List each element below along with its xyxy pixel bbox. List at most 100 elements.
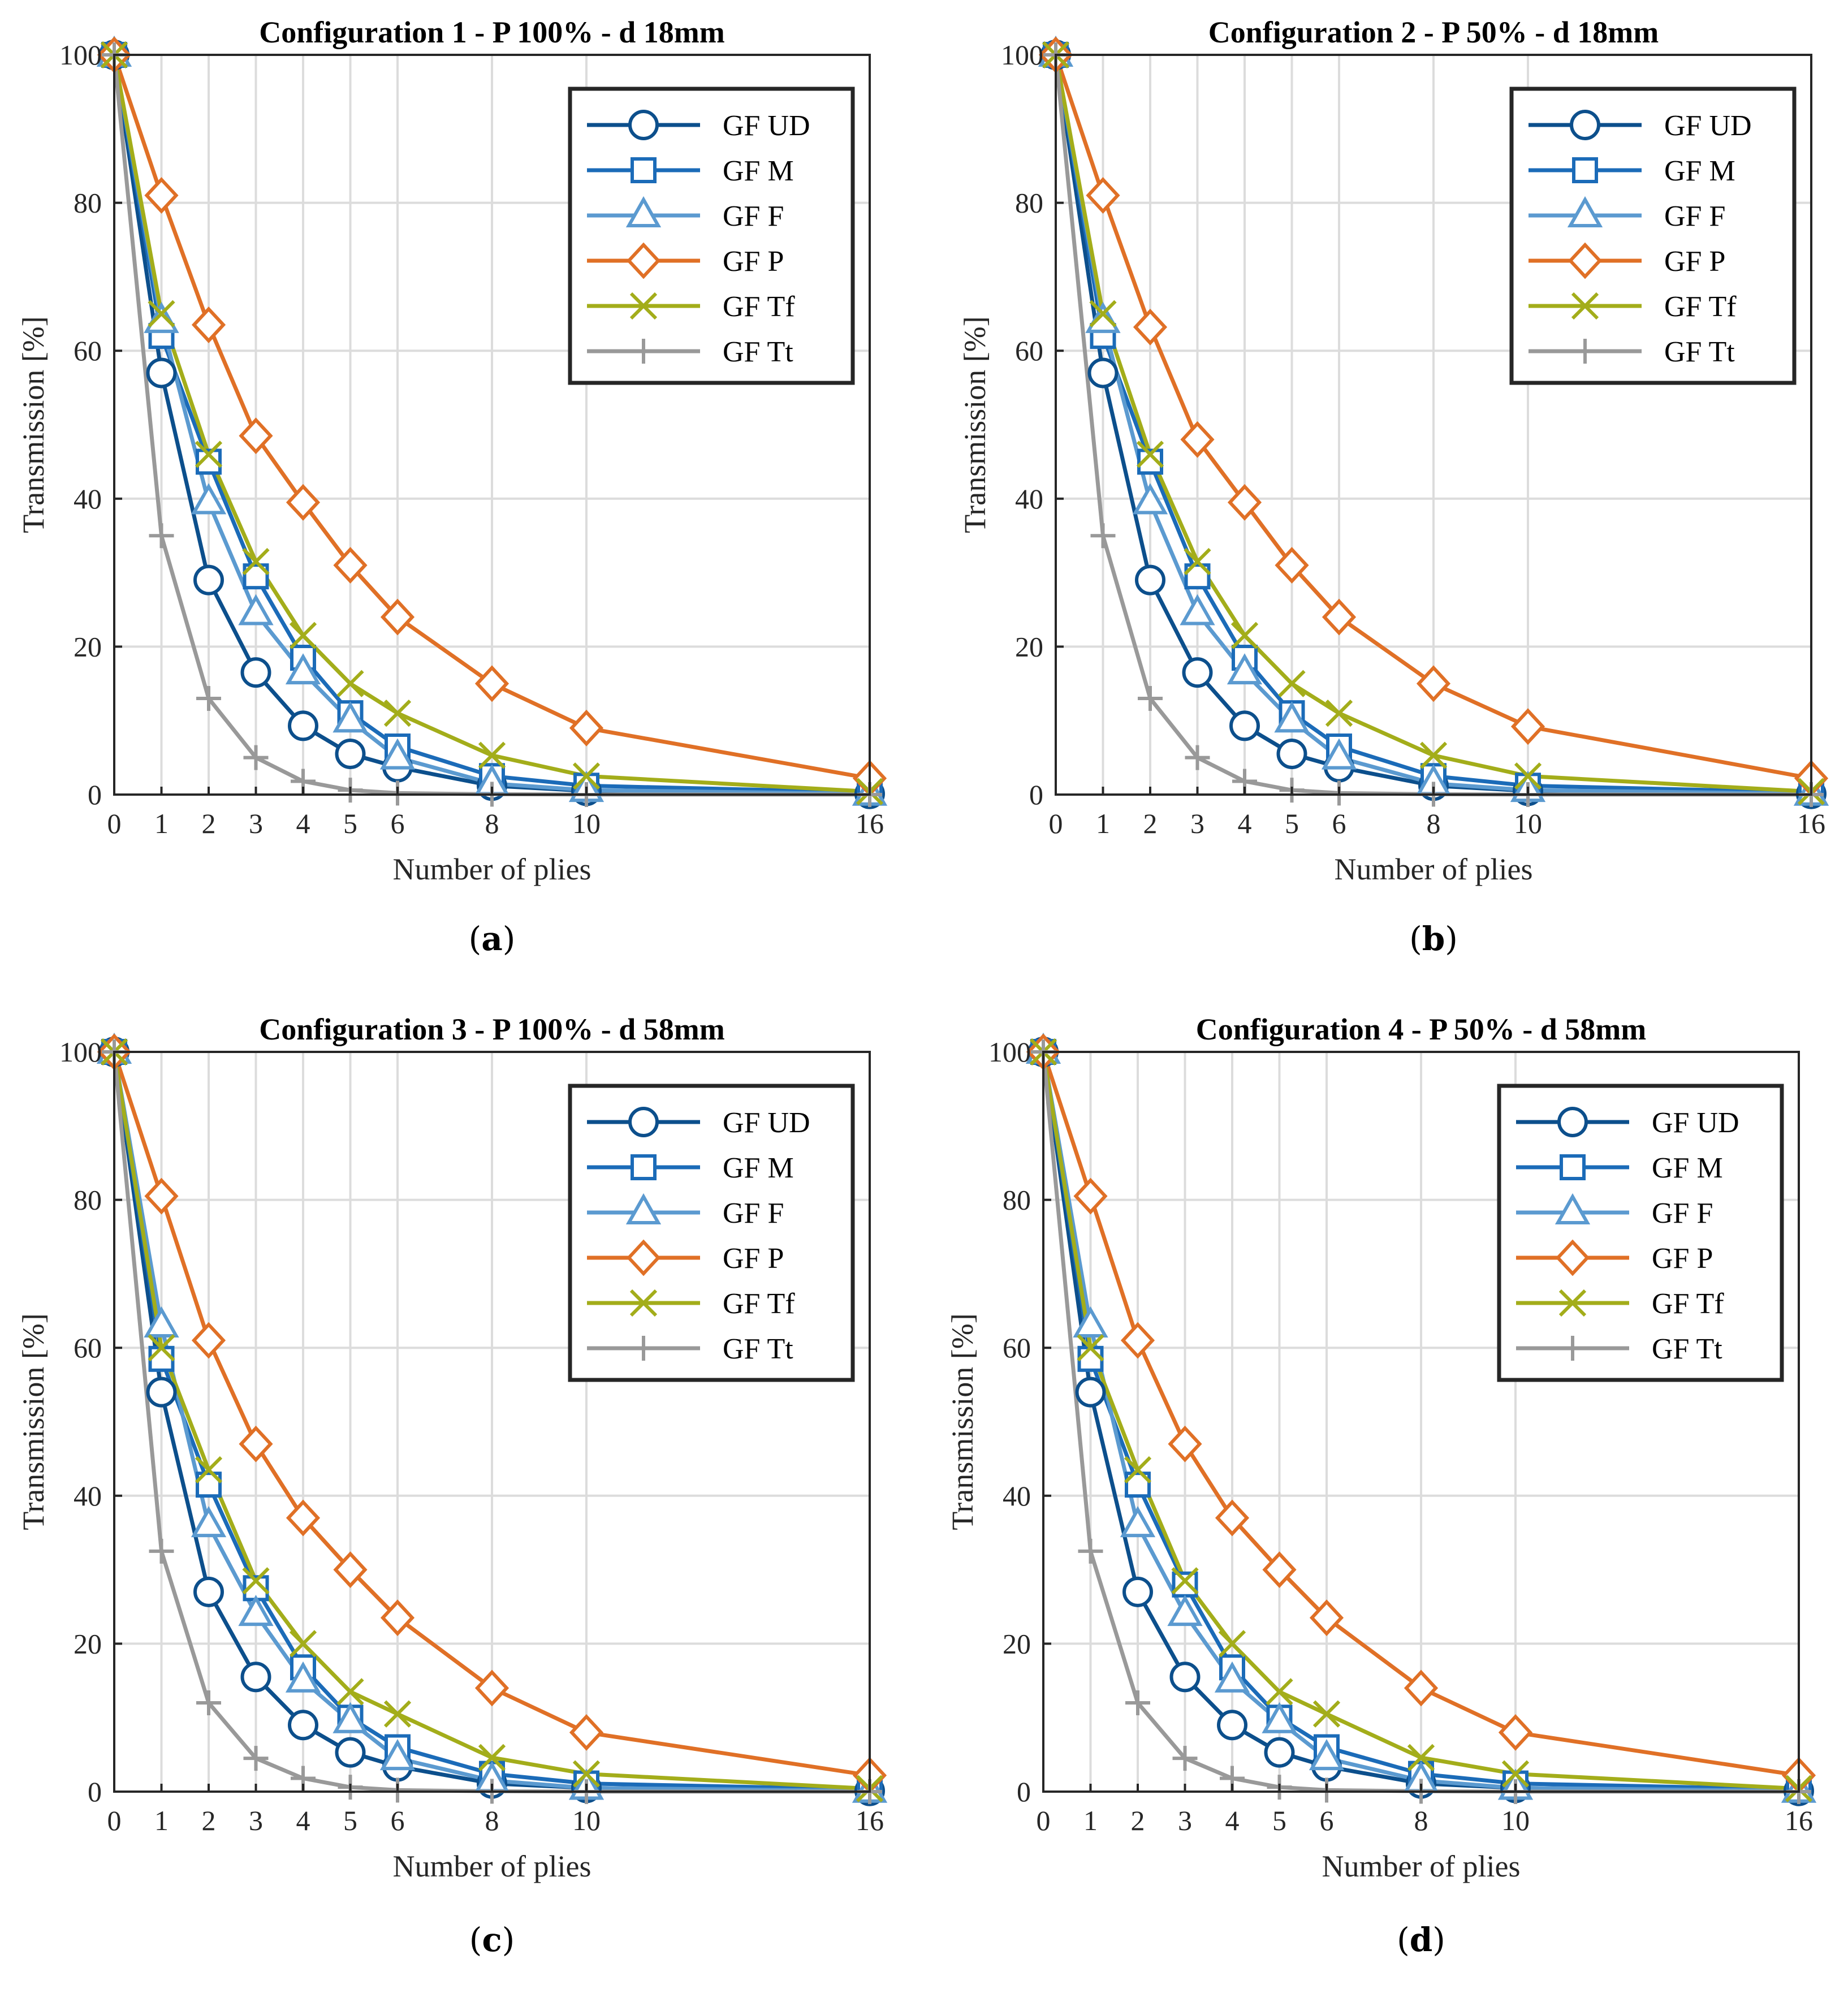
data-point-gf-tt [1138, 685, 1163, 711]
data-point-gf-ud [1182, 657, 1213, 688]
series-line-gf-f [112, 1051, 870, 1793]
x-tick-label: 3 [249, 808, 263, 839]
data-point-gf-ud [288, 710, 318, 741]
series-line-gf-f [112, 54, 870, 796]
y-tick-label: 80 [74, 1184, 102, 1216]
data-point-gf-ud [193, 1576, 224, 1607]
data-point-gf-p [286, 484, 321, 521]
legend-entry: GF Tf [1664, 291, 1737, 323]
legend-box [1497, 1084, 1784, 1382]
y-tick-label: 0 [88, 1776, 102, 1807]
data-point-gf-ud [240, 657, 271, 688]
legend-marker [628, 1107, 659, 1137]
legend-entry: GF M [723, 155, 794, 187]
legend-marker [631, 1336, 656, 1361]
data-point-gf-p [333, 1551, 368, 1589]
data-point-gf-p [144, 1177, 179, 1215]
legend-entry: GF F [1664, 200, 1725, 232]
chart-title: Configuration 2 - P 50% - d 18mm [1208, 15, 1659, 49]
data-point-gf-tt [196, 1690, 221, 1716]
data-point-gf-tf [336, 670, 364, 697]
data-point-gf-tt [1090, 523, 1116, 549]
data-point-gf-p [1498, 1714, 1533, 1751]
x-tick-label: 1 [154, 808, 169, 839]
data-point-gf-tf [1184, 547, 1211, 576]
data-point-gf-p [1133, 308, 1168, 346]
data-point-gf-ud [335, 739, 366, 770]
legend: GF UD GF M GF F GF P GF Tf GF Tt [1509, 87, 1797, 385]
data-point-gf-tf [572, 762, 601, 790]
chart-title: Configuration 4 - P 50% - d 58mm [1196, 1012, 1647, 1046]
data-point-gf-p [1322, 598, 1357, 636]
data-point-gf-p [474, 1669, 510, 1707]
data-point-gf-p [191, 307, 226, 343]
x-tick-label: 8 [485, 808, 499, 839]
legend-entry: GF F [723, 1197, 784, 1229]
data-point-gf-tf [336, 1678, 364, 1706]
x-tick-label: 16 [856, 808, 884, 839]
legend-entry: GF Tt [1664, 336, 1735, 368]
series-line-gf-p [1041, 1051, 1799, 1777]
data-point-gf-tf [1266, 1678, 1293, 1706]
data-point-gf-tf [1501, 1760, 1530, 1788]
x-tick-label: 6 [391, 1805, 405, 1836]
chart-panel-c: 0 1 2 3 4 5 6 8 10 16 0 20 40 60 80 100 Configuration 3 … [16, 1012, 888, 1959]
legend-marker [1572, 157, 1598, 183]
legend-entry: GF P [723, 245, 784, 278]
legend-marker [628, 110, 659, 140]
legend-entry: GF M [723, 1152, 794, 1184]
data-point-gf-m [1172, 1571, 1198, 1598]
data-point-gf-f [1085, 301, 1121, 333]
data-point-gf-f [238, 1594, 274, 1626]
legend-marker [629, 1289, 658, 1317]
legend-marker [1557, 1107, 1588, 1137]
data-point-gf-tf [195, 1456, 223, 1484]
data-point-gf-ud [1087, 357, 1119, 389]
data-point-gf-f [1227, 653, 1263, 685]
data-point-gf-f [1309, 1739, 1345, 1771]
data-point-gf-p [1416, 665, 1451, 702]
data-point-gf-f [191, 483, 227, 515]
data-point-gf-m [1077, 1345, 1104, 1372]
data-point-gf-f [1120, 1506, 1156, 1538]
legend-entry: GF Tt [723, 1333, 793, 1365]
y-tick-label: 20 [74, 1628, 102, 1659]
y-axis-label: Transmission [%] [945, 1313, 979, 1530]
x-tick-label: 10 [572, 1805, 601, 1836]
y-tick-label: 80 [74, 187, 102, 219]
x-tick-label: 4 [296, 808, 310, 839]
panel-label: (a) [469, 920, 516, 958]
legend-entry: GF Tf [723, 291, 795, 323]
data-point-gf-p [380, 1599, 415, 1637]
y-tick-label: 60 [1015, 335, 1043, 366]
series-line-gf-f [1041, 1051, 1799, 1793]
y-tick-label: 40 [74, 1480, 102, 1512]
data-point-gf-tf [1124, 1456, 1152, 1484]
data-point-gf-tf [1514, 762, 1542, 790]
legend-marker [625, 1193, 662, 1224]
data-point-gf-f [285, 653, 321, 685]
x-tick-label: 2 [1131, 1805, 1145, 1836]
y-axis-label: Transmission [%] [958, 316, 992, 533]
x-tick-label: 2 [1143, 808, 1158, 839]
data-point-gf-p [191, 1322, 226, 1359]
x-tick-label: 4 [1225, 1805, 1240, 1836]
legend-marker [1555, 1239, 1590, 1276]
y-axis-label: Transmission [%] [16, 1313, 50, 1530]
y-tick-label: 80 [1015, 187, 1043, 219]
panel-label: (b) [1409, 920, 1458, 958]
legend-entry: GF M [1664, 155, 1735, 187]
x-tick-label: 5 [343, 1805, 357, 1836]
y-tick-label: 100 [988, 1036, 1031, 1068]
legend-marker [626, 242, 661, 279]
legend-marker [631, 1154, 657, 1180]
data-point-gf-ud [146, 357, 177, 389]
legend-entry: GF UD [723, 110, 810, 142]
data-point-gf-tt [243, 745, 269, 770]
panel-label: (c) [469, 1921, 515, 1959]
data-point-gf-tf [383, 699, 412, 727]
data-point-gf-p [1120, 1322, 1155, 1359]
data-point-gf-p [1227, 484, 1262, 521]
x-tick-label: 3 [1178, 1805, 1192, 1836]
data-point-gf-f [1262, 1702, 1297, 1733]
